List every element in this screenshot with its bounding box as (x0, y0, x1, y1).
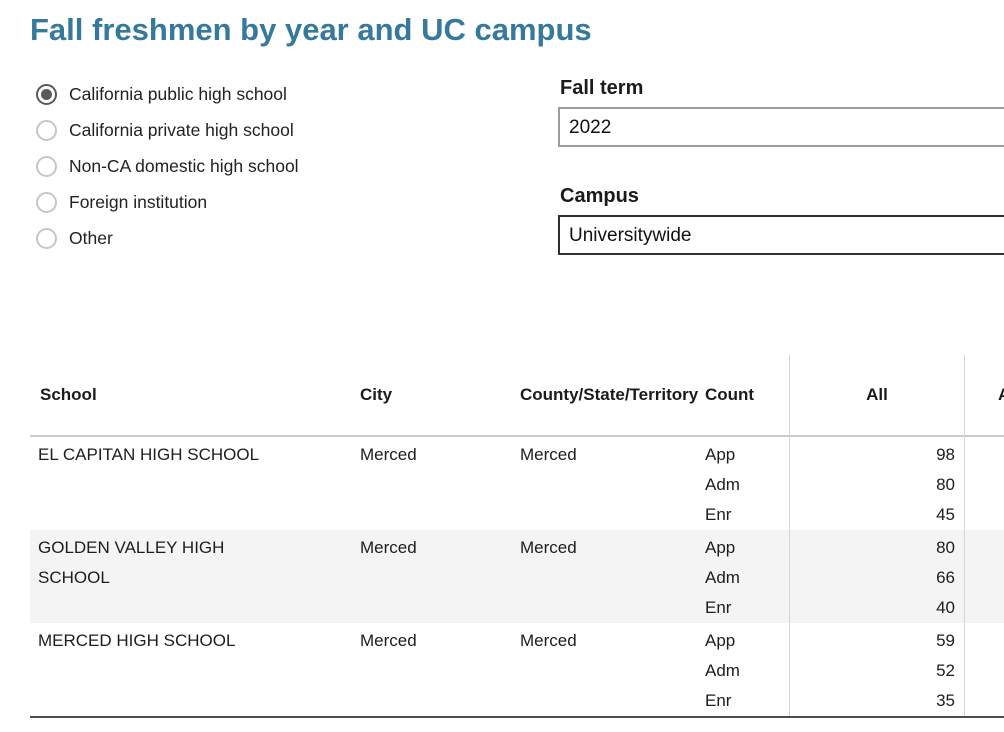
col-header-county-text: County/State/Territory (520, 385, 699, 404)
count-label-app: App (705, 445, 736, 464)
cell-city: Merced (360, 445, 417, 464)
radio-unselected-icon[interactable] (36, 191, 57, 213)
school-type-radio-group: California public high school California… (36, 76, 299, 256)
radio-non-ca-domestic-high-school[interactable]: Non-CA domestic high school (36, 148, 299, 184)
radio-unselected-icon[interactable] (36, 227, 57, 249)
cell-county: Merced (520, 631, 577, 650)
value-enr: 45 (936, 505, 955, 524)
campus-select[interactable]: Universitywide (558, 215, 1004, 255)
cell-school: GOLDEN VALLEY HIGH SCHOOL (38, 538, 225, 587)
radio-option-label: Non-CA domestic high school (69, 155, 299, 176)
count-label-adm: Adm (705, 661, 740, 680)
col-header-all: All (789, 355, 965, 437)
col-header-next-partial: A (965, 355, 1004, 437)
count-label-enr: Enr (705, 691, 732, 710)
campus-label: Campus (560, 185, 639, 207)
value-adm: 52 (936, 661, 955, 680)
table-row-el-capitan: EL CAPITAN HIGH SCHOOL Merced Merced App… (30, 437, 1004, 530)
cell-city: Merced (360, 538, 417, 557)
radio-ca-private-high-school[interactable]: California private high school (36, 112, 299, 148)
cell-all-values: 98 80 45 (789, 437, 965, 530)
count-label-adm: Adm (705, 568, 740, 587)
cell-county: Merced (520, 538, 577, 557)
cell-all-values: 59 52 35 (789, 623, 965, 716)
radio-option-label: California public high school (69, 83, 287, 104)
radio-foreign-institution[interactable]: Foreign institution (36, 184, 299, 220)
col-header-city: City (360, 355, 520, 437)
count-label-enr: Enr (705, 505, 732, 524)
radio-unselected-icon[interactable] (36, 155, 57, 177)
table-row-merced-high: MERCED HIGH SCHOOL Merced Merced App Adm… (30, 623, 1004, 716)
count-label-app: App (705, 631, 736, 650)
fall-term-label: Fall term (560, 77, 644, 99)
cell-school: MERCED HIGH SCHOOL (38, 631, 236, 650)
col-header-county-state-territory: County/State/Territory (520, 355, 700, 437)
cell-count-labels: App Adm Enr (700, 437, 789, 530)
count-label-adm: Adm (705, 475, 740, 494)
table-body: EL CAPITAN HIGH SCHOOL Merced Merced App… (30, 437, 1004, 716)
radio-selected-icon[interactable] (36, 83, 57, 105)
cell-county: Merced (520, 445, 577, 464)
radio-option-label: Other (69, 227, 113, 248)
page-title: Fall freshmen by year and UC campus (30, 12, 592, 47)
cell-next-partial (965, 623, 1004, 716)
cell-next-partial (965, 437, 1004, 530)
table-header: School City County/State/Territory Count… (30, 355, 1004, 437)
table-row-golden-valley: GOLDEN VALLEY HIGH SCHOOL Merced Merced … (30, 530, 1004, 623)
radio-ca-public-high-school[interactable]: California public high school (36, 76, 299, 112)
radio-option-label: Foreign institution (69, 191, 208, 212)
cell-count-labels: App Adm Enr (700, 623, 789, 716)
count-label-enr: Enr (705, 598, 732, 617)
radio-option-label: California private high school (69, 119, 294, 140)
cell-city: Merced (360, 631, 417, 650)
col-header-school: School (30, 355, 360, 437)
col-header-count: Count (700, 355, 789, 437)
radio-other[interactable]: Other (36, 220, 299, 256)
fall-term-select[interactable]: 2022 (558, 107, 1004, 147)
cell-all-values: 80 66 40 (789, 530, 965, 623)
value-enr: 35 (936, 691, 955, 710)
value-app: 80 (936, 538, 955, 557)
cell-count-labels: App Adm Enr (700, 530, 789, 623)
value-app: 59 (936, 631, 955, 650)
admissions-table: School City County/State/Territory Count… (30, 355, 1004, 718)
count-label-app: App (705, 538, 736, 557)
radio-unselected-icon[interactable] (36, 119, 57, 141)
value-enr: 40 (936, 598, 955, 617)
value-adm: 66 (936, 568, 955, 587)
cell-school: EL CAPITAN HIGH SCHOOL (38, 445, 260, 464)
cell-next-partial (965, 530, 1004, 623)
value-adm: 80 (936, 475, 955, 494)
value-app: 98 (936, 445, 955, 464)
